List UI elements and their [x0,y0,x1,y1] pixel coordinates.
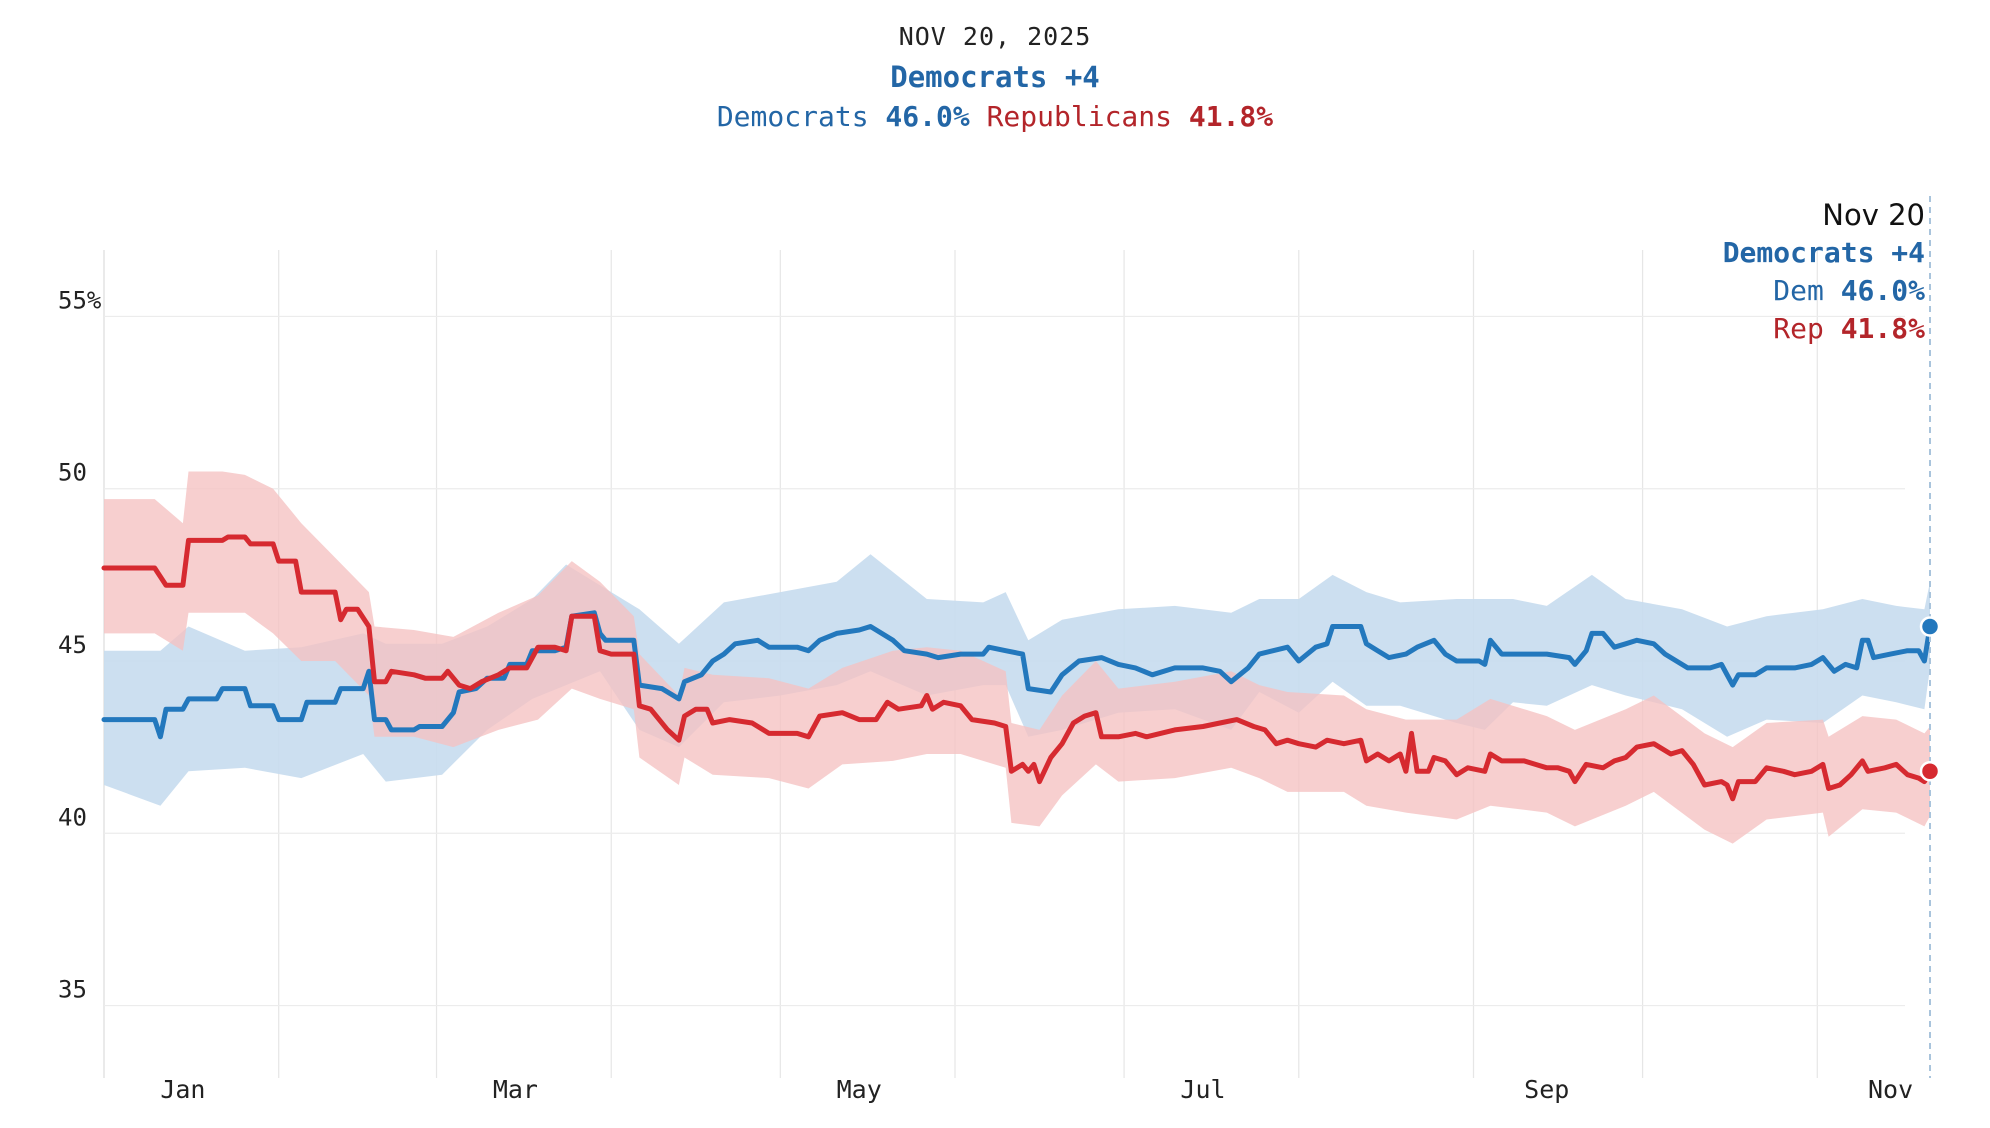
y-tick-label: 35 [58,976,87,1004]
x-tick-label: Sep [1524,1075,1569,1104]
tooltip-dem-row: Dem 46.0% [1723,272,1925,310]
y-tick-label: 40 [58,803,87,831]
tooltip-rep-value: 41.8% [1840,312,1925,345]
rep-endpoint-dot [1919,761,1941,782]
x-tick-label: Mar [493,1075,538,1104]
y-tick-label: 45 [58,631,87,659]
header-rep-value: 41.8% [1188,100,1274,133]
y-tick-label: 55% [58,286,102,314]
header-dem-value: 46.0% [885,100,970,133]
x-tick-label: Jul [1180,1075,1225,1104]
x-tick-label: Jan [160,1075,205,1104]
header-rep-label: Republicans [986,100,1172,133]
hover-tooltip: Nov 20 Democrats +4 Dem 46.0% Rep 41.8% [1723,196,1925,348]
tooltip-leader: Democrats +4 [1722,236,1925,269]
header-values: Democrats 46.0% Republicans 41.8% [0,98,1990,136]
tooltip-dem-value: 46.0% [1840,274,1925,307]
tooltip-rep-row: Rep 41.8% [1723,310,1925,348]
tooltip-dem-label: Dem [1773,274,1824,307]
chart-header: NOV 20, 2025 Democrats +4 Democrats 46.0… [0,18,1990,136]
x-tick-label: Nov [1868,1075,1913,1104]
dem-trend-line [101,610,1933,740]
x-axis: Jan Mar May Jul Sep Nov [160,1075,1913,1104]
header-leader: Democrats +4 [890,60,1100,94]
dem-endpoint-dot [1919,616,1941,637]
rep-trend-line [101,534,1933,802]
x-tick-label: May [837,1075,882,1104]
header-dem-label: Democrats [716,100,869,133]
y-tick-label: 50 [58,459,87,487]
tooltip-date: Nov 20 [1822,198,1925,232]
header-date: NOV 20, 2025 [898,22,1092,51]
rep-confidence-band [104,471,1930,844]
tooltip-rep-label: Rep [1773,312,1824,345]
